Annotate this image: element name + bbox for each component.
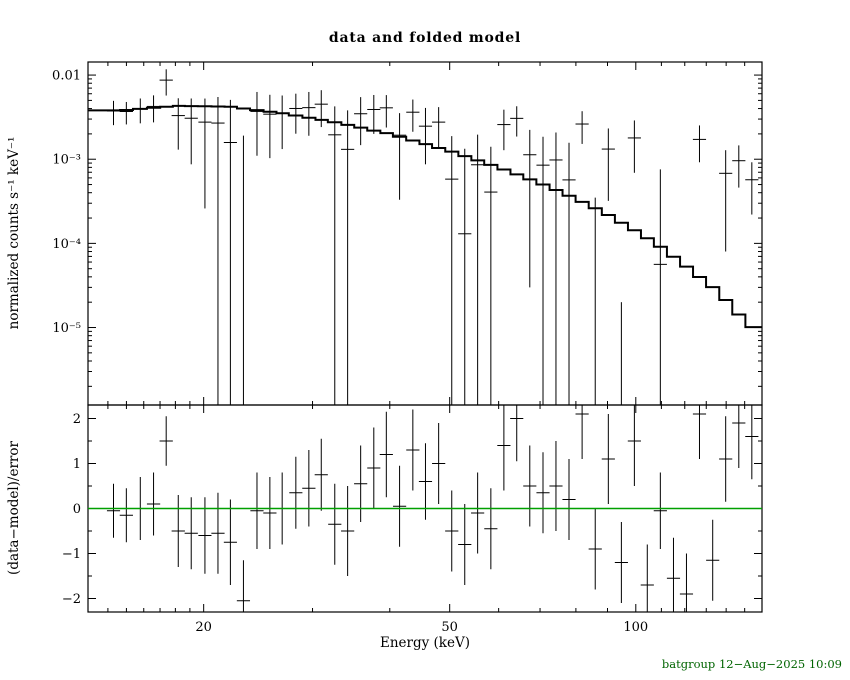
x-tick-label: 100	[623, 620, 648, 635]
y-tick-label: 10⁻⁴	[52, 237, 81, 252]
model-line	[88, 104, 762, 329]
y-tick-label: 10⁻⁵	[52, 321, 81, 336]
axis-ticks	[88, 62, 762, 612]
y-tick-label: −1	[62, 547, 81, 562]
timestamp-label: batgroup 12−Aug−2025 10:09	[662, 657, 842, 671]
x-tick-label: 20	[195, 620, 212, 635]
y-axis-label-top: normalized counts s⁻¹ keV⁻¹	[6, 137, 22, 330]
y-tick-label: 2	[73, 412, 81, 427]
x-tick-label: 50	[441, 620, 458, 635]
residual-points	[106, 405, 759, 612]
y-tick-label: 1	[73, 457, 81, 472]
y-tick-label: −2	[62, 592, 81, 607]
y-tick-label: 0.01	[52, 69, 81, 84]
model-step-line	[88, 104, 762, 329]
data-points	[106, 69, 759, 405]
y-tick-label: 10⁻³	[52, 153, 81, 168]
y-axis-label-bottom: (data−model)/error	[6, 441, 22, 575]
y-tick-label: 0	[73, 502, 81, 517]
tick-labels: 20 50 100 0.01 10⁻³ 10⁻⁴ 10⁻⁵ 2 1 0 −1 −2	[52, 69, 648, 635]
x-axis-label: Energy (keV)	[380, 635, 470, 651]
chart-title: data and folded model	[329, 30, 521, 46]
